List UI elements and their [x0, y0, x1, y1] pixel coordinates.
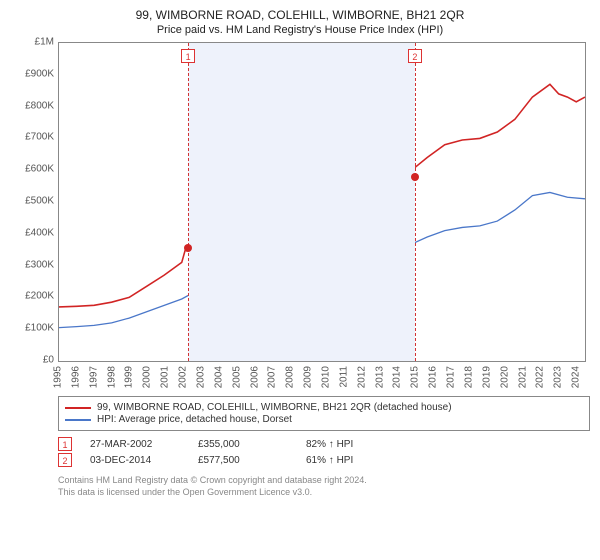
footer-line-1: Contains HM Land Registry data © Crown c… — [58, 475, 590, 487]
chart-area: £0 £100K £200K £300K £400K £500K £600K £700K £80… — [10, 42, 590, 392]
sale-row: 2 03-DEC-2014 £577,500 61% ↑ HPI — [58, 453, 590, 467]
sale-date: 27-MAR-2002 — [90, 439, 180, 450]
x-tick-label: 2022 — [535, 366, 546, 388]
chart-container: 99, WIMBORNE ROAD, COLEHILL, WIMBORNE, B… — [0, 0, 600, 504]
x-tick-label: 2016 — [428, 366, 439, 388]
sale-marker-dot — [411, 173, 419, 181]
x-tick-label: 2019 — [481, 366, 492, 388]
y-tick-label: £0 — [43, 355, 54, 366]
sale-row: 1 27-MAR-2002 £355,000 82% ↑ HPI — [58, 437, 590, 451]
y-tick-label: £1M — [35, 37, 54, 48]
x-tick-label: 2006 — [249, 366, 260, 388]
x-tick-label: 2024 — [571, 366, 582, 388]
legend: 99, WIMBORNE ROAD, COLEHILL, WIMBORNE, B… — [58, 396, 590, 431]
x-tick-label: 1998 — [106, 366, 117, 388]
y-tick-label: £500K — [25, 196, 54, 207]
sale-vs-hpi: 82% ↑ HPI — [306, 439, 396, 450]
y-tick-label: £600K — [25, 164, 54, 175]
legend-item: HPI: Average price, detached house, Dors… — [65, 414, 583, 425]
footer-line-2: This data is licensed under the Open Gov… — [58, 487, 590, 499]
x-tick-label: 1997 — [88, 366, 99, 388]
plot-area: 12 — [58, 42, 586, 362]
x-tick-label: 2014 — [392, 366, 403, 388]
x-tick-label: 2000 — [142, 366, 153, 388]
y-tick-label: £200K — [25, 291, 54, 302]
sale-marker-box: 2 — [408, 49, 422, 63]
y-tick-label: £900K — [25, 68, 54, 79]
x-tick-label: 2021 — [517, 366, 528, 388]
chart-title: 99, WIMBORNE ROAD, COLEHILL, WIMBORNE, B… — [10, 8, 590, 22]
sale-marker-box: 1 — [181, 49, 195, 63]
y-tick-label: £300K — [25, 259, 54, 270]
sale-marker-line — [415, 43, 416, 361]
chart-subtitle: Price paid vs. HM Land Registry's House … — [10, 24, 590, 36]
legend-swatch — [65, 407, 91, 409]
x-tick-label: 2002 — [178, 366, 189, 388]
x-tick-label: 2012 — [356, 366, 367, 388]
x-tick-label: 1999 — [124, 366, 135, 388]
x-tick-label: 2017 — [446, 366, 457, 388]
ownership-band — [188, 43, 415, 361]
title-block: 99, WIMBORNE ROAD, COLEHILL, WIMBORNE, B… — [10, 8, 590, 36]
sale-row-marker: 2 — [58, 453, 72, 467]
legend-label: 99, WIMBORNE ROAD, COLEHILL, WIMBORNE, B… — [97, 402, 452, 413]
x-tick-label: 2020 — [499, 366, 510, 388]
legend-item: 99, WIMBORNE ROAD, COLEHILL, WIMBORNE, B… — [65, 402, 583, 413]
x-tick-label: 2023 — [553, 366, 564, 388]
legend-swatch — [65, 419, 91, 421]
sale-price: £355,000 — [198, 439, 288, 450]
x-tick-label: 2011 — [338, 366, 349, 388]
sales-table: 1 27-MAR-2002 £355,000 82% ↑ HPI 2 03-DEC-201… — [58, 437, 590, 467]
x-tick-label: 2008 — [285, 366, 296, 388]
footer-attribution: Contains HM Land Registry data © Crown c… — [58, 475, 590, 498]
x-tick-label: 2018 — [463, 366, 474, 388]
x-tick-label: 2015 — [410, 366, 421, 388]
x-tick-label: 2003 — [195, 366, 206, 388]
y-tick-label: £800K — [25, 100, 54, 111]
x-tick-label: 2009 — [303, 366, 314, 388]
x-tick-label: 2013 — [374, 366, 385, 388]
sale-marker-dot — [184, 244, 192, 252]
x-tick-label: 2004 — [213, 366, 224, 388]
x-axis: 1995199619971998199920002001200220032004… — [58, 362, 586, 392]
x-tick-label: 2001 — [160, 366, 171, 388]
y-tick-label: £700K — [25, 132, 54, 143]
sale-row-marker: 1 — [58, 437, 72, 451]
x-tick-label: 2007 — [267, 366, 278, 388]
sale-date: 03-DEC-2014 — [90, 455, 180, 466]
y-tick-label: £100K — [25, 323, 54, 334]
x-tick-label: 1996 — [70, 366, 81, 388]
x-tick-label: 2005 — [231, 366, 242, 388]
y-tick-label: £400K — [25, 227, 54, 238]
x-tick-label: 2010 — [321, 366, 332, 388]
x-tick-label: 1995 — [53, 366, 64, 388]
y-axis: £0£100K£200K£300K£400K£500K£600K£700K£80… — [10, 42, 58, 362]
sale-price: £577,500 — [198, 455, 288, 466]
legend-label: HPI: Average price, detached house, Dors… — [97, 414, 292, 425]
sale-marker-line — [188, 43, 189, 361]
sale-vs-hpi: 61% ↑ HPI — [306, 455, 396, 466]
